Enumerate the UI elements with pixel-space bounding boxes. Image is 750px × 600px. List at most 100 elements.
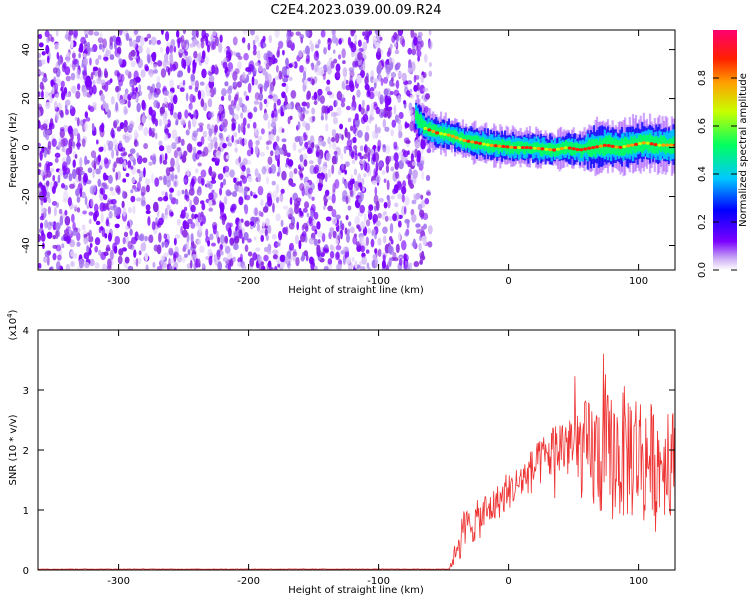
signal-peak (567, 146, 572, 150)
noise-speck (93, 105, 97, 111)
noise-speck (78, 173, 82, 182)
noise-speck (255, 139, 260, 146)
noise-speck (360, 245, 365, 253)
noise-speck (38, 103, 42, 109)
noise-speck (383, 201, 388, 209)
noise-speck (249, 220, 255, 227)
noise-speck (143, 37, 149, 42)
signal-band (477, 136, 480, 148)
noise-speck (222, 118, 228, 128)
noise-speck (231, 122, 236, 131)
noise-speck (275, 213, 281, 222)
noise-speck (209, 233, 214, 241)
noise-speck (170, 211, 174, 217)
noise-speck (252, 49, 257, 56)
noise-speck (121, 200, 125, 209)
noise-speck (317, 239, 321, 244)
signal-band (418, 113, 421, 128)
noise-speck (288, 63, 293, 68)
noise-speck (47, 33, 53, 42)
noise-speck (378, 197, 384, 203)
noise-speck (107, 140, 114, 151)
noise-speck (323, 205, 326, 210)
noise-speck (175, 198, 179, 205)
noise-speck (152, 155, 157, 165)
noise-speck (205, 40, 212, 48)
noise-speck (190, 204, 196, 213)
noise-speck (410, 114, 415, 121)
noise-speck (370, 238, 375, 248)
noise-speck (118, 30, 123, 36)
noise-speck (375, 220, 381, 227)
noise-speck (271, 190, 278, 201)
noise-speck (418, 235, 422, 242)
noise-speck (227, 252, 233, 260)
noise-speck (267, 120, 271, 130)
noise-speck (108, 210, 113, 219)
noise-speck (128, 120, 135, 129)
noise-speck (240, 138, 244, 146)
noise-speck (416, 150, 421, 160)
noise-speck (360, 69, 365, 79)
noise-speck (91, 79, 96, 86)
signal-peak (517, 145, 521, 150)
noise-speck (88, 218, 92, 225)
noise-speck (208, 199, 213, 207)
noise-speck (349, 226, 355, 234)
noise-speck (95, 168, 101, 175)
noise-speck (376, 64, 382, 75)
noise-speck (374, 186, 378, 196)
noise-speck (247, 238, 252, 243)
noise-speck (61, 236, 65, 241)
noise-speck (423, 223, 428, 230)
noise-speck (106, 265, 112, 270)
noise-speck (276, 158, 280, 168)
noise-speck (313, 265, 318, 270)
signal-band (464, 135, 468, 148)
noise-speck (404, 196, 410, 206)
noise-speck (240, 122, 245, 133)
noise-speck (176, 30, 180, 38)
noise-speck (296, 221, 300, 231)
noise-speck (173, 46, 177, 53)
noise-speck (344, 127, 348, 138)
noise-speck (382, 226, 388, 234)
noise-speck (217, 173, 224, 180)
noise-speck (215, 36, 219, 47)
noise-speck (386, 72, 390, 79)
noise-speck (89, 258, 95, 267)
noise-speck (140, 242, 147, 252)
noise-speck (427, 241, 433, 248)
noise-speck (289, 31, 294, 37)
noise-speck (90, 197, 94, 208)
noise-speck (125, 32, 130, 41)
noise-speck (104, 232, 108, 239)
noise-speck (275, 184, 280, 194)
noise-speck (359, 261, 363, 267)
noise-speck (412, 169, 418, 179)
noise-speck (54, 82, 59, 93)
noise-speck (38, 234, 42, 243)
noise-speck (260, 199, 264, 207)
y-tick-label: -20 (21, 188, 32, 204)
noise-speck (302, 70, 307, 81)
noise-speck (60, 183, 66, 189)
noise-speck (68, 173, 73, 182)
noise-speck (199, 125, 204, 133)
y-tick-label: 4 (23, 326, 29, 337)
noise-speck (82, 210, 87, 215)
noise-speck (263, 246, 269, 253)
signal-peak (657, 143, 662, 147)
noise-speck (248, 139, 253, 150)
noise-speck (59, 128, 65, 139)
noise-speck (267, 243, 272, 253)
noise-speck (281, 128, 285, 133)
noise-speck (329, 244, 334, 251)
noise-speck (241, 165, 246, 172)
noise-speck (103, 144, 107, 153)
noise-speck (131, 176, 136, 184)
signal-peak (583, 147, 588, 151)
noise-speck (187, 248, 191, 256)
noise-speck (250, 190, 253, 197)
noise-speck (377, 248, 382, 257)
